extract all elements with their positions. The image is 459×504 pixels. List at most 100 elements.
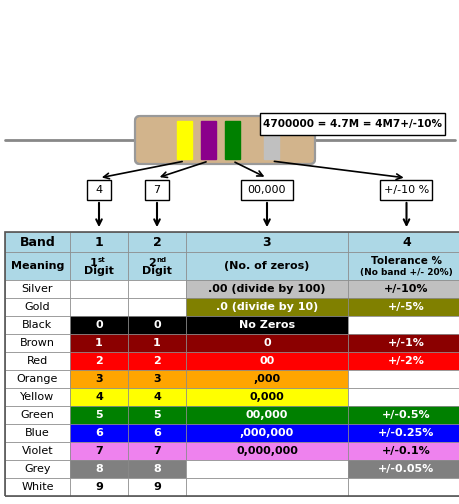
- Bar: [128, 334, 185, 352]
- Bar: [128, 370, 185, 388]
- Bar: [185, 370, 347, 388]
- Bar: [185, 298, 347, 316]
- Bar: [380, 180, 431, 200]
- Text: 2: 2: [148, 258, 156, 268]
- Bar: [5, 424, 70, 442]
- Bar: [70, 370, 128, 388]
- Text: Silver: Silver: [22, 284, 53, 294]
- Bar: [5, 316, 70, 334]
- Bar: [5, 460, 70, 478]
- Text: 4: 4: [95, 392, 103, 402]
- Bar: [185, 478, 347, 496]
- Bar: [347, 298, 459, 316]
- Text: 5: 5: [153, 410, 161, 420]
- Bar: [185, 388, 347, 406]
- Text: 9: 9: [95, 482, 103, 492]
- Bar: [70, 442, 128, 460]
- Text: +/-0.25%: +/-0.25%: [377, 428, 434, 438]
- Text: 3: 3: [95, 374, 103, 384]
- Bar: [5, 298, 70, 316]
- Bar: [201, 121, 216, 159]
- Text: 6: 6: [95, 428, 103, 438]
- Bar: [5, 280, 70, 298]
- Text: +/-10%: +/-10%: [383, 284, 428, 294]
- Bar: [145, 180, 168, 200]
- Text: st: st: [98, 257, 106, 263]
- Bar: [5, 370, 70, 388]
- Bar: [128, 352, 185, 370]
- Bar: [128, 442, 185, 460]
- Bar: [241, 180, 292, 200]
- Bar: [70, 424, 128, 442]
- Text: Tolerance %: Tolerance %: [370, 256, 441, 266]
- Bar: [5, 334, 70, 352]
- Text: 7: 7: [153, 185, 160, 195]
- Text: 0: 0: [263, 338, 270, 348]
- Text: 0,000: 0,000: [249, 392, 284, 402]
- Bar: [185, 424, 347, 442]
- Bar: [5, 352, 70, 370]
- Text: 1: 1: [153, 338, 161, 348]
- Text: Blue: Blue: [25, 428, 50, 438]
- Text: 7: 7: [95, 446, 103, 456]
- Text: +/-5%: +/-5%: [387, 302, 424, 312]
- FancyBboxPatch shape: [134, 116, 314, 164]
- Text: 00,000: 00,000: [247, 185, 285, 195]
- Bar: [347, 280, 459, 298]
- Text: No Zeros: No Zeros: [238, 320, 294, 330]
- Text: +/-0.1%: +/-0.1%: [381, 446, 430, 456]
- Text: 4: 4: [401, 235, 410, 248]
- Text: Green: Green: [21, 410, 54, 420]
- Bar: [185, 352, 347, 370]
- Text: .00 (divide by 100): .00 (divide by 100): [208, 284, 325, 294]
- Bar: [5, 406, 70, 424]
- Bar: [128, 316, 185, 334]
- Bar: [185, 442, 347, 460]
- Text: 9: 9: [153, 482, 161, 492]
- Bar: [128, 460, 185, 478]
- Bar: [128, 280, 185, 298]
- Text: 8: 8: [95, 464, 103, 474]
- Text: Digit: Digit: [84, 266, 114, 276]
- Text: 4700000 = 4.7M = 4M7+/-10%: 4700000 = 4.7M = 4M7+/-10%: [263, 119, 441, 129]
- Bar: [70, 406, 128, 424]
- Bar: [5, 442, 70, 460]
- Bar: [347, 478, 459, 496]
- Text: (No band +/- 20%): (No band +/- 20%): [359, 268, 452, 277]
- Text: Yellow: Yellow: [20, 392, 55, 402]
- Text: Meaning: Meaning: [11, 261, 64, 271]
- Bar: [185, 232, 347, 252]
- Text: 3: 3: [262, 235, 271, 248]
- Bar: [128, 478, 185, 496]
- Bar: [185, 252, 347, 280]
- Bar: [70, 460, 128, 478]
- Text: Brown: Brown: [20, 338, 55, 348]
- Bar: [347, 334, 459, 352]
- Bar: [347, 460, 459, 478]
- Bar: [128, 424, 185, 442]
- Text: nd: nd: [156, 257, 166, 263]
- Bar: [70, 352, 128, 370]
- Bar: [185, 280, 347, 298]
- Text: 6: 6: [153, 428, 161, 438]
- Text: 7: 7: [153, 446, 161, 456]
- Text: 2: 2: [153, 356, 161, 366]
- Bar: [224, 121, 240, 159]
- Bar: [87, 180, 111, 200]
- Bar: [70, 280, 128, 298]
- Bar: [347, 424, 459, 442]
- Text: Digit: Digit: [142, 266, 172, 276]
- Bar: [5, 478, 70, 496]
- Text: White: White: [21, 482, 54, 492]
- Bar: [70, 298, 128, 316]
- Bar: [347, 352, 459, 370]
- Bar: [70, 316, 128, 334]
- Text: 4: 4: [153, 392, 161, 402]
- Bar: [259, 113, 444, 135]
- Bar: [128, 388, 185, 406]
- Bar: [347, 442, 459, 460]
- Bar: [128, 252, 185, 280]
- Bar: [128, 298, 185, 316]
- Bar: [70, 252, 128, 280]
- Text: ,000: ,000: [253, 374, 280, 384]
